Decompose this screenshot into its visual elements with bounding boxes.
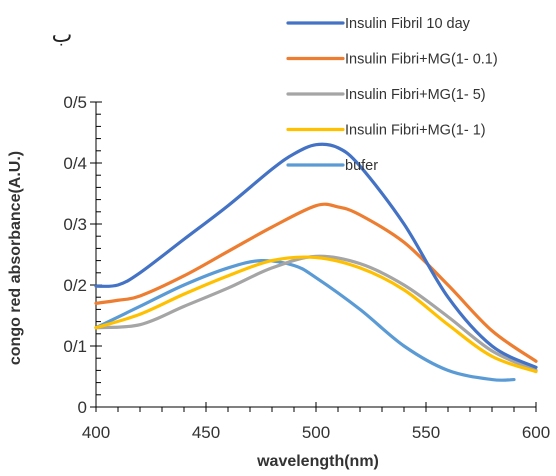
series-layer (94, 142, 538, 382)
series-line-3 (94, 254, 538, 372)
y-tick-label: 0/3 (63, 215, 87, 234)
y-axis-title: congo red absorbance(A.U.) (7, 151, 24, 365)
legend-label: Insulin Fibri+MG(1- 5) (345, 87, 486, 103)
legend-label: Insulin Fibri+MG(1- 1) (345, 123, 486, 139)
x-tick-label: 500 (302, 423, 330, 442)
y-tick-label: 0/5 (63, 93, 87, 112)
y-tick-label: 0 (78, 398, 87, 417)
legend-label: Insulin Fibril 10 day (345, 16, 471, 32)
corner-label: ب (52, 23, 73, 48)
x-tick-label: 400 (82, 423, 110, 442)
y-tick-label: 0/1 (63, 337, 87, 356)
x-tick-label: 550 (412, 423, 440, 442)
legend: Insulin Fibril 10 day Insulin Fibri+MG(1-… (286, 16, 498, 174)
legend-label: Insulin Fibri+MG(1- 0.1) (345, 52, 498, 68)
series-line-4 (94, 255, 538, 374)
y-tick-label: 0/4 (63, 154, 87, 173)
x-axis-ticks: 400 450 500 550 600 (82, 402, 550, 442)
x-tick-label: 600 (522, 423, 550, 442)
series-line-5 (94, 258, 516, 382)
legend-label: bufer (345, 158, 378, 174)
y-axis-ticks: 0 0/1 0/2 0/3 0/4 0/5 (63, 93, 102, 417)
x-tick-label: 450 (192, 423, 220, 442)
y-tick-label: 0/2 (63, 276, 87, 295)
x-axis-title: wavelength(nm) (256, 453, 379, 470)
series-line-2 (94, 202, 538, 363)
axes: 400 450 500 550 600 0 0/1 0/2 0/3 0/4 0/5 (63, 93, 550, 442)
series-line-1 (94, 142, 538, 369)
